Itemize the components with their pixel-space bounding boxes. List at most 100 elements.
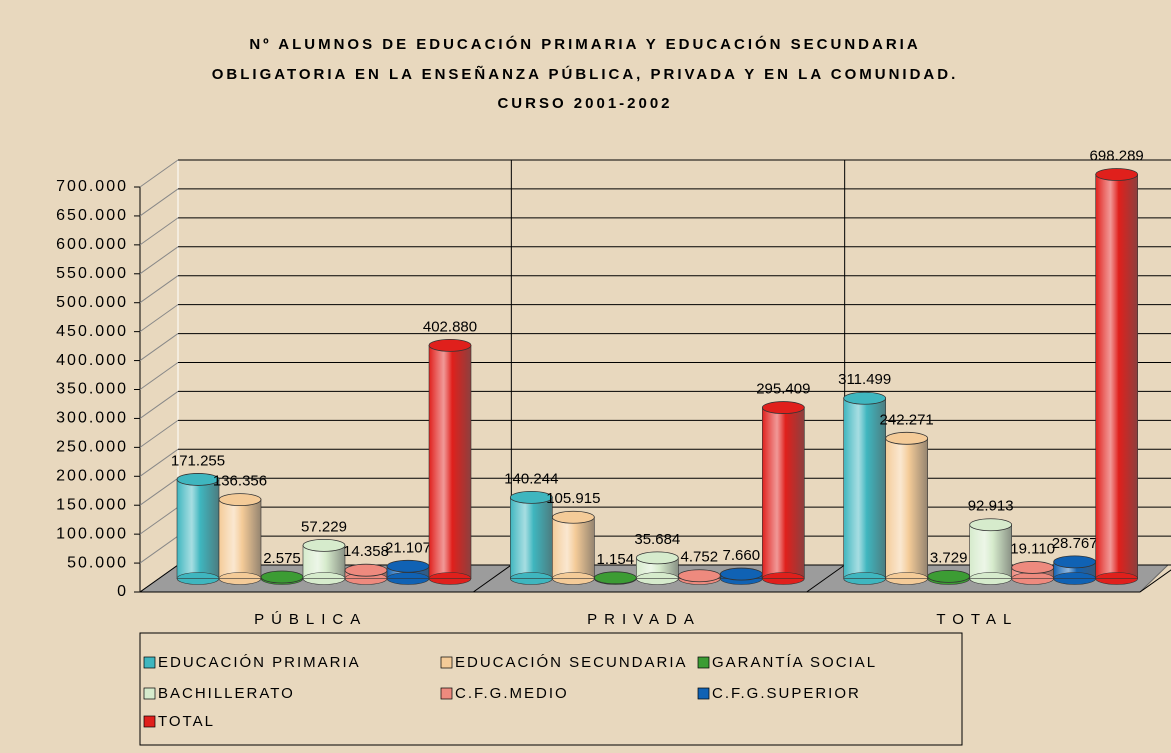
cylinder [344,563,388,585]
cylinder [761,401,805,585]
legend-box [139,632,963,746]
y-tick-label: 0 [117,583,128,600]
cylinder [551,510,595,585]
cylinder-top [1095,168,1139,181]
cylinder-top [428,339,472,352]
data-label: 35.684 [634,531,680,548]
grid-line [139,535,179,564]
y-tick-label: 550.000 [56,265,128,282]
grid-line [139,506,179,535]
cylinder [428,339,472,585]
data-label: 1.154 [597,551,635,568]
cylinder-shade [1095,174,1138,579]
cylinder [635,551,679,585]
data-label: 4.752 [681,549,719,566]
grid-line [139,391,179,419]
data-label: 92.913 [968,498,1014,515]
data-label: 402.880 [423,318,477,335]
data-label: 28.767 [1052,535,1098,552]
legend-swatch [440,656,453,669]
data-label: 57.229 [301,518,347,535]
grid-line [139,188,179,217]
cylinder [969,518,1013,585]
chart-title: OBLIGATORIA EN LA ENSEÑANZA PÚBLICA, PRI… [212,65,959,83]
y-tick-label: 100.000 [56,525,128,542]
cylinder-top [969,518,1013,532]
chart-title: CURSO 2001-2002 [497,95,672,112]
data-label: 311.499 [838,371,891,388]
cylinder-top [386,559,430,573]
data-label: 171.255 [171,452,225,469]
cylinder-shade [885,438,928,579]
grid-line [139,419,179,448]
cylinder [927,569,971,585]
cylinder [260,570,304,585]
cylinder-shade [429,345,471,579]
data-label: 21.107 [385,539,431,556]
data-label: 19.110 [1010,540,1055,557]
cylinder-top [344,563,388,577]
y-tick-label: 650.000 [56,207,128,224]
legend-label: C.F.G.MEDIO [455,685,569,702]
y-tick-label: 400.000 [56,352,128,369]
cylinder-top [218,493,262,507]
y-tick-label: 350.000 [56,381,128,398]
legend-label: BACHILLERATO [158,685,295,702]
data-label: 242.271 [880,411,934,428]
cylinder [719,567,763,585]
cylinder-shade [969,524,1012,579]
y-tick-label: 200.000 [56,468,128,485]
cylinder-top [843,391,887,405]
cylinder-shade [552,517,595,579]
legend-label: C.F.G.SUPERIOR [712,685,861,702]
cylinder-shade [510,497,553,579]
legend-swatch [143,715,156,728]
cylinder-top [885,431,929,445]
grid-line [139,217,179,246]
grid-line [139,333,179,361]
legend-label: EDUCACIÓN SECUNDARIA [455,654,688,671]
legend-label: EDUCACIÓN PRIMARIA [158,654,361,671]
data-label: 2.575 [263,550,301,567]
legend-swatch [697,656,710,669]
cylinder [843,391,887,585]
cylinder-top [176,473,220,486]
data-label: 698.289 [1090,147,1144,164]
cylinder-top [1053,555,1097,569]
data-label: 140.244 [504,470,558,487]
cylinder [509,490,553,585]
cylinder [302,538,346,585]
legend-label: GARANTÍA SOCIAL [712,654,877,671]
cylinder [885,431,929,585]
grid-line [139,448,179,477]
grid-line [139,477,179,506]
cylinder-top [761,401,805,414]
cylinder [593,571,637,585]
y-tick-label: 300.000 [56,410,128,427]
y-tick-label: 600.000 [56,236,128,253]
category-divider [139,564,179,593]
cylinder-shade [219,499,261,579]
category-divider [473,564,512,593]
y-tick-label: 250.000 [56,439,128,456]
cylinder-top [635,551,679,565]
y-tick-label: 700.000 [56,178,128,195]
legend-swatch [440,687,453,700]
y-tick-label: 500.000 [56,294,128,311]
cylinder-shade [762,407,805,579]
cylinder-top [509,490,553,504]
data-label: 105.915 [546,490,600,507]
grid-line [139,362,179,390]
legend-swatch [143,687,156,700]
data-label: 14.358 [343,543,389,560]
category-divider [806,564,845,593]
data-label: 7.660 [723,547,761,564]
cylinder-top [593,571,637,585]
legend-swatch [143,656,156,669]
cylinder [386,559,430,585]
grid-line [139,246,179,275]
cylinder [1011,561,1055,585]
chart-title: Nº ALUMNOS DE EDUCACIÓN PRIMARIA Y EDUCA… [249,35,920,53]
